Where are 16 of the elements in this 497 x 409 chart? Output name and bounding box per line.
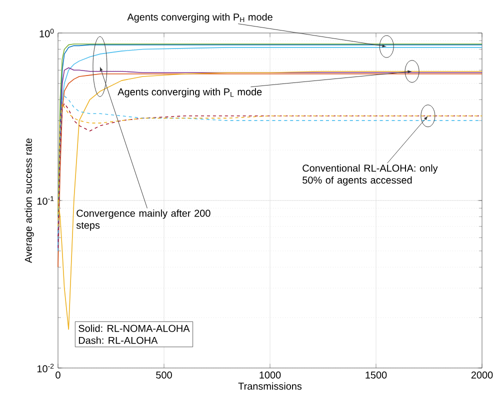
x-tick-label: 1500 [366,372,387,379]
annotation: Dash: RL-ALOHA [78,336,158,344]
x-tick-label: 1000 [260,372,281,379]
annotation: Agents converging with P$_{H}$ mode [127,13,272,23]
y-tick-label: 10$^{-1}$ [37,196,54,205]
annotation: Convergence mainly after 200 steps [76,209,210,231]
x-tick-label: 500 [156,372,172,379]
y-tick-label: 10$^{-2}$ [37,364,54,372]
annotation: Agents converging with P$_{L}$ mode [118,88,262,98]
annotation: Conventional RL-ALOHA: only 50% of agents accessed [302,164,438,186]
y-tick-label: 10$^{0}$ [40,28,54,38]
x-tick-label: 0 [56,372,60,379]
x-axis-title: Transmissions [238,382,302,390]
annotation: Solid: RL-NOMA-ALOHA [78,324,190,332]
x-tick-label: 2000 [471,372,493,379]
y-axis-title: Average action success rate [24,138,34,263]
